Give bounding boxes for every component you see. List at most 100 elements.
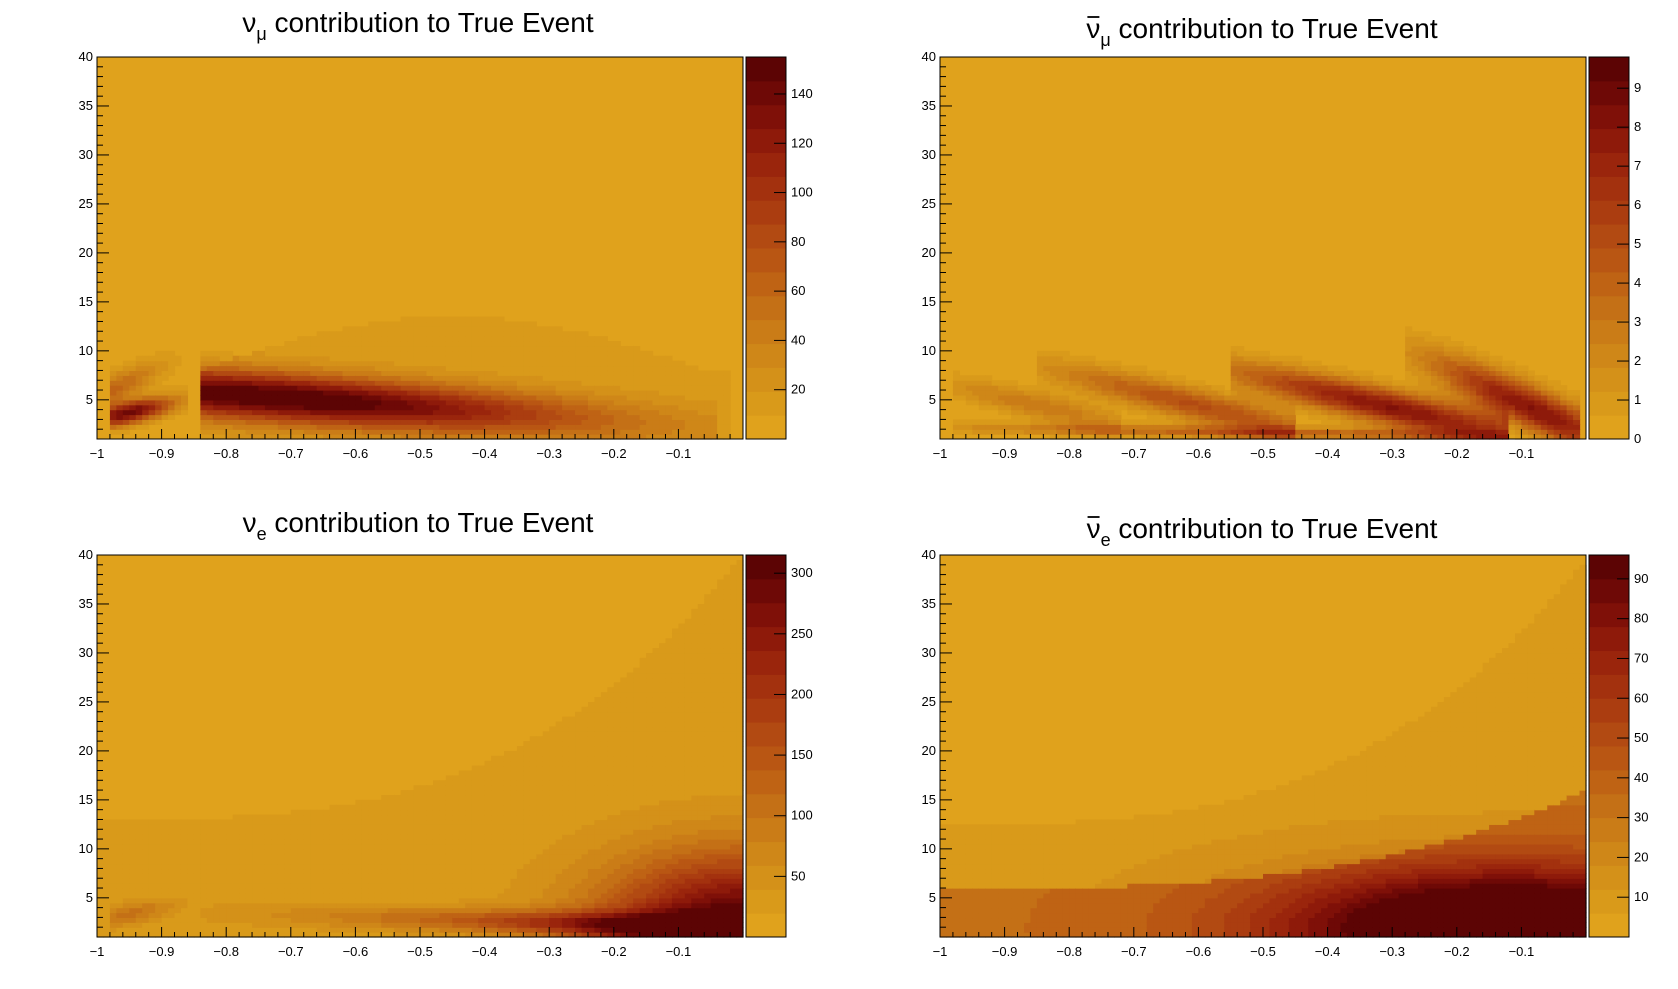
heatmap-cell xyxy=(252,819,260,825)
heatmap-cell xyxy=(290,878,298,884)
heatmap-cell xyxy=(1463,380,1471,386)
heatmap-cell xyxy=(587,404,596,411)
heatmap-cell xyxy=(245,404,253,411)
heatmap-cell xyxy=(1553,390,1561,396)
heatmap-cell xyxy=(1237,390,1245,396)
heatmap-cell xyxy=(336,404,344,411)
heatmap-cell xyxy=(1430,399,1439,406)
heatmap-cell xyxy=(1359,375,1367,381)
heatmap-cell xyxy=(355,902,363,909)
heatmap-cell xyxy=(491,355,499,362)
heatmap-cell xyxy=(387,404,395,411)
heatmap-cell xyxy=(174,843,182,850)
heatmap-cell xyxy=(135,399,143,406)
heatmap-cell xyxy=(549,394,557,401)
heatmap-cell xyxy=(1159,429,1167,435)
heatmap-cell xyxy=(1153,424,1161,430)
heatmap-cell xyxy=(336,868,344,874)
heatmap-cell xyxy=(555,394,563,401)
heatmap-cell xyxy=(264,902,273,909)
title-subscript: μ xyxy=(1100,30,1110,50)
heatmap-cell xyxy=(1346,414,1355,421)
heatmap-cell xyxy=(142,912,150,919)
heatmap-cell xyxy=(336,409,344,416)
heatmap-cell xyxy=(536,409,544,416)
heatmap-cell xyxy=(684,424,692,430)
heatmap-cell xyxy=(678,380,686,386)
heatmap-cell xyxy=(355,385,363,391)
heatmap-cell xyxy=(1327,370,1335,376)
heatmap-cell xyxy=(135,858,143,865)
heatmap-cell xyxy=(1430,424,1439,430)
heatmap-cell xyxy=(1288,414,1296,421)
heatmap-cell xyxy=(297,824,305,830)
heatmap-cell xyxy=(355,804,363,811)
heatmap-cell xyxy=(1230,365,1238,372)
heatmap-cell xyxy=(374,848,382,855)
heatmap-cell xyxy=(959,375,967,381)
heatmap-cell xyxy=(174,897,182,904)
heatmap-cell xyxy=(1082,375,1090,381)
heatmap-cell xyxy=(600,365,608,372)
heatmap-cell xyxy=(303,424,311,430)
heatmap-cell xyxy=(1250,370,1258,376)
heatmap-cell xyxy=(1463,355,1471,362)
heatmap-cell xyxy=(239,434,247,440)
heatmap-cell xyxy=(1308,409,1316,416)
heatmap-cell xyxy=(1120,399,1128,406)
x-tick-label: −0.3 xyxy=(536,446,562,461)
heatmap-cell xyxy=(239,390,247,396)
heatmap-cell xyxy=(206,365,214,372)
heatmap-cell xyxy=(536,345,544,352)
heatmap-cell xyxy=(407,385,415,391)
heatmap-cell xyxy=(374,385,382,391)
heatmap-cell xyxy=(297,375,305,381)
color-bar-frame xyxy=(1588,56,1630,440)
heatmap-cell xyxy=(316,912,324,919)
heatmap-cell xyxy=(329,863,337,870)
heatmap-cell xyxy=(426,922,434,928)
heatmap-cell xyxy=(704,370,712,376)
heatmap-cell xyxy=(155,419,163,425)
heatmap-cell xyxy=(284,917,292,923)
heatmap-cell xyxy=(594,341,602,347)
heatmap-cell xyxy=(439,932,447,938)
heatmap-cell xyxy=(187,917,195,923)
heatmap-cell xyxy=(407,394,415,401)
heatmap-cell xyxy=(1424,409,1432,416)
y-tick-label: 15 xyxy=(922,294,936,309)
heatmap-cell xyxy=(193,902,201,909)
heatmap-cell xyxy=(594,355,602,362)
heatmap-cell xyxy=(536,341,544,347)
heatmap-cell xyxy=(484,341,492,347)
z-tick-label: 0 xyxy=(1634,431,1641,446)
heatmap-cell xyxy=(148,370,156,376)
heatmap-cell xyxy=(381,321,389,327)
heatmap-cell xyxy=(1062,414,1070,421)
heatmap-cell xyxy=(135,355,143,362)
heatmap-cell xyxy=(400,848,408,855)
heatmap-cell xyxy=(129,399,137,406)
heatmap-cell xyxy=(607,355,615,362)
heatmap-cell xyxy=(1366,429,1374,435)
heatmap-cell xyxy=(420,902,428,909)
heatmap-cell xyxy=(659,380,667,386)
heatmap-cell xyxy=(290,370,298,376)
heatmap-cell xyxy=(374,843,382,850)
heatmap-cell xyxy=(1547,390,1555,396)
heatmap-cell xyxy=(374,839,382,845)
heatmap-cell xyxy=(336,824,344,830)
heatmap-cell xyxy=(122,843,130,850)
heatmap-cell xyxy=(284,863,292,870)
heatmap-cell xyxy=(1288,424,1296,430)
heatmap-cell xyxy=(323,888,331,894)
heatmap-cell xyxy=(348,385,356,391)
heatmap-cell xyxy=(129,927,137,933)
heatmap-cell xyxy=(1392,385,1400,391)
heatmap-cell xyxy=(439,380,447,386)
heatmap-cell xyxy=(536,414,544,421)
heatmap-cell xyxy=(1275,385,1283,391)
heatmap-cell xyxy=(342,927,350,933)
heatmap-cell xyxy=(252,399,260,406)
heatmap-cell xyxy=(575,399,583,406)
